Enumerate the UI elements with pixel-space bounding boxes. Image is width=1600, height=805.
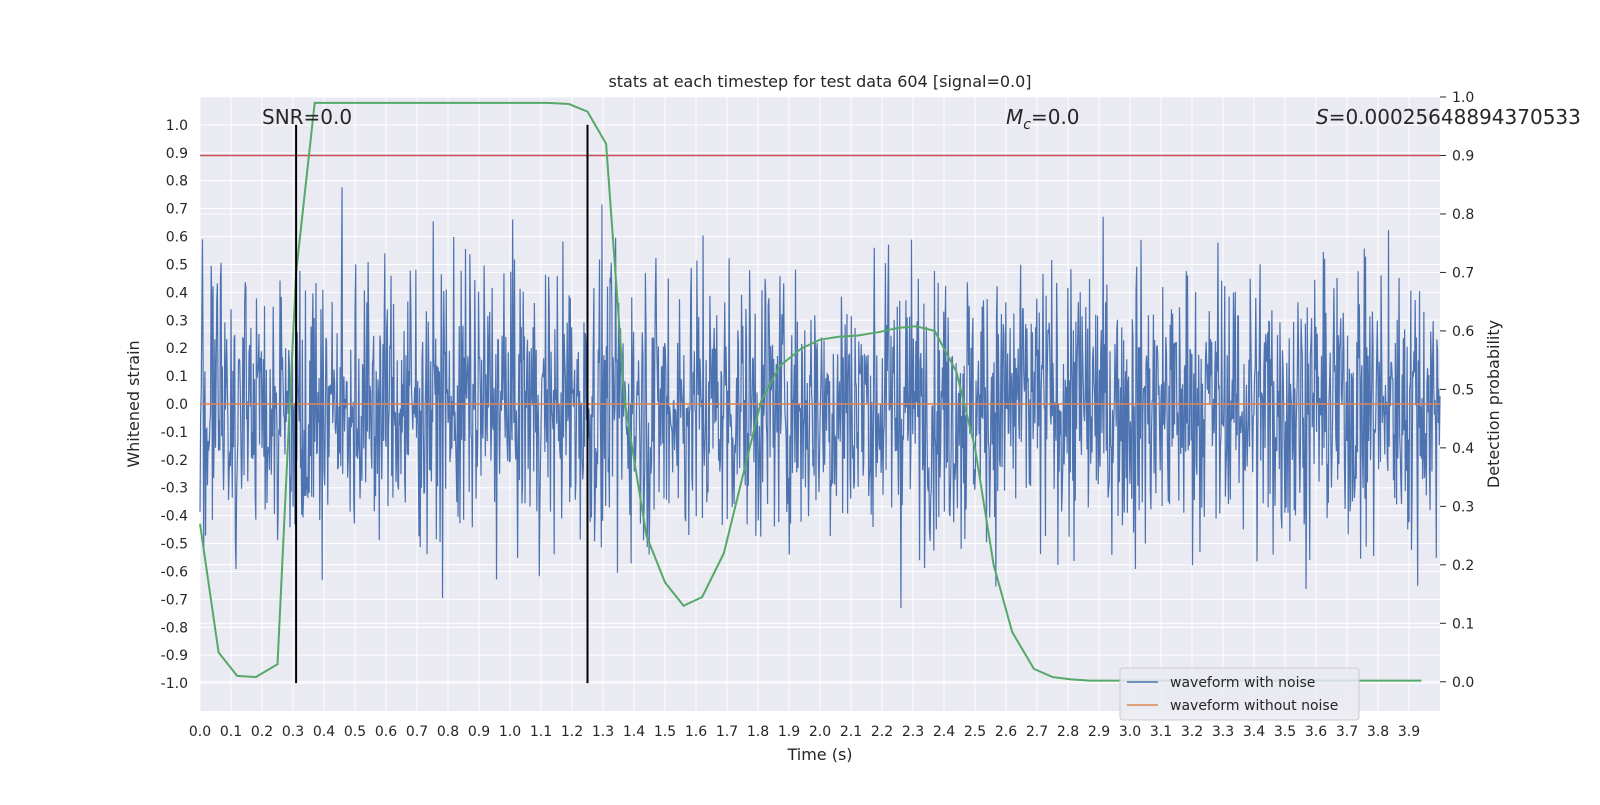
y2-axis-title: Detection probability xyxy=(1484,320,1503,488)
y2-tick-label: 0.4 xyxy=(1452,441,1474,457)
y2-tick-label: 0.2 xyxy=(1452,558,1474,574)
y-tick-label: -0.5 xyxy=(161,537,188,553)
y2-tick-label: 0.8 xyxy=(1452,207,1474,223)
x-tick-label: 3.3 xyxy=(1212,724,1234,740)
y-tick-label: -0.4 xyxy=(161,509,188,525)
y2-tick-label: 1.0 xyxy=(1452,90,1474,106)
y-tick-label: 0.8 xyxy=(166,174,188,190)
x-tick-label: 1.0 xyxy=(499,724,521,740)
chirp-mass-annotation: Mc=0.0 xyxy=(1006,105,1080,133)
x-tick-label: 3.5 xyxy=(1274,724,1296,740)
y2-tick-label: 0.1 xyxy=(1452,616,1474,632)
y-tick-label: 0.4 xyxy=(166,285,188,301)
x-tick-label: 3.7 xyxy=(1336,724,1358,740)
x-tick-label: 2.1 xyxy=(840,724,862,740)
x-tick-label: 3.2 xyxy=(1181,724,1203,740)
y-tick-label: 0.0 xyxy=(166,397,188,413)
legend-label-noisy: waveform with noise xyxy=(1170,675,1315,691)
x-tick-label: 0.0 xyxy=(189,724,211,740)
y2-tick-label: 0.5 xyxy=(1452,382,1474,398)
legend: waveform with noise waveform without noi… xyxy=(1119,667,1360,721)
x-tick-label: 0.4 xyxy=(313,724,335,740)
x-tick-label: 2.7 xyxy=(1026,724,1048,740)
legend-box xyxy=(1119,667,1360,721)
x-tick-label: 3.4 xyxy=(1243,724,1265,740)
x-tick-label: 2.5 xyxy=(964,724,986,740)
x-tick-label: 1.1 xyxy=(530,724,552,740)
x-tick-label: 1.7 xyxy=(716,724,738,740)
y2-tick-label: 0.3 xyxy=(1452,499,1474,515)
x-tick-label: 2.2 xyxy=(871,724,893,740)
y-tick-label: 1.0 xyxy=(166,118,188,134)
x-tick-label: 2.0 xyxy=(809,724,831,740)
y-tick-label: 0.1 xyxy=(166,369,188,385)
y-tick-label: -0.1 xyxy=(161,425,188,441)
x-tick-label: 3.9 xyxy=(1398,724,1420,740)
axis-layer: 0.0 0.1 0.2 0.3 0.4 0.5 0.6 0.7 0.8 0.9 1.0 1.1 1.2 1… xyxy=(161,90,1475,740)
y-tick-label: -0.2 xyxy=(161,453,188,469)
x-tick-label: 1.8 xyxy=(747,724,769,740)
s-value: =0.00025648894370533 xyxy=(1329,105,1581,129)
x-tick-label: 2.4 xyxy=(933,724,955,740)
y-axis-title: Whitened strain xyxy=(124,340,143,467)
y-tick-label: 0.9 xyxy=(166,146,188,162)
chirp-mass-subscript: c xyxy=(1023,117,1031,133)
y-tick-label: 0.7 xyxy=(166,202,188,218)
x-tick-label: 3.1 xyxy=(1150,724,1172,740)
x-tick-label: 0.7 xyxy=(406,724,428,740)
legend-label-clean: waveform without noise xyxy=(1170,698,1338,714)
y-tick-label: 0.2 xyxy=(166,341,188,357)
y-tick-label: -0.8 xyxy=(161,620,188,636)
x-axis-title: Time (s) xyxy=(786,745,852,764)
y-tick-label: -0.7 xyxy=(161,592,188,608)
x-tick-label: 1.5 xyxy=(654,724,676,740)
chirp-mass-symbol: M xyxy=(1006,105,1023,129)
x-tick-label: 0.2 xyxy=(251,724,273,740)
y-tick-label: 0.6 xyxy=(166,230,188,246)
x-tick-label: 3.0 xyxy=(1119,724,1141,740)
snr-annotation: SNR=0.0 xyxy=(262,105,352,129)
s-symbol: S xyxy=(1316,105,1329,129)
x-tick-label: 3.6 xyxy=(1305,724,1327,740)
x-tick-label: 1.2 xyxy=(561,724,583,740)
x-tick-label: 0.5 xyxy=(344,724,366,740)
x-tick-label: 2.9 xyxy=(1088,724,1110,740)
y2-tick-label: 0.0 xyxy=(1452,675,1474,691)
y-tick-label: -1.0 xyxy=(161,676,188,692)
y2-tick-label: 0.7 xyxy=(1452,265,1474,281)
x-tick-label: 0.1 xyxy=(220,724,242,740)
x-tick-label: 2.6 xyxy=(995,724,1017,740)
x-tick-label: 2.3 xyxy=(902,724,924,740)
x-tick-label: 1.4 xyxy=(623,724,645,740)
x-tick-label: 1.3 xyxy=(592,724,614,740)
x-tick-label: 0.9 xyxy=(468,724,490,740)
x-tick-label: 2.8 xyxy=(1057,724,1079,740)
y-tick-label: -0.9 xyxy=(161,648,188,664)
y2-tick-label: 0.9 xyxy=(1452,148,1474,164)
y-tick-label: 0.3 xyxy=(166,313,188,329)
noisy-waveform-line xyxy=(199,187,1441,609)
x-tick-label: 0.3 xyxy=(282,724,304,740)
snr-sigma-annotation: S=0.00025648894370533 xyxy=(1316,105,1581,129)
y-tick-label: -0.6 xyxy=(161,564,188,580)
x-tick-label: 1.9 xyxy=(778,724,800,740)
y2-tick-label: 0.6 xyxy=(1452,324,1474,340)
x-tick-label: 3.8 xyxy=(1367,724,1389,740)
y-tick-label: -0.3 xyxy=(161,481,188,497)
x-tick-label: 0.8 xyxy=(437,724,459,740)
y-tick-label: 0.5 xyxy=(166,257,188,273)
x-tick-label: 1.6 xyxy=(685,724,707,740)
chart-title: stats at each timestep for test data 604… xyxy=(608,72,1031,91)
x-tick-label: 0.6 xyxy=(375,724,397,740)
chirp-mass-value: =0.0 xyxy=(1031,105,1080,129)
